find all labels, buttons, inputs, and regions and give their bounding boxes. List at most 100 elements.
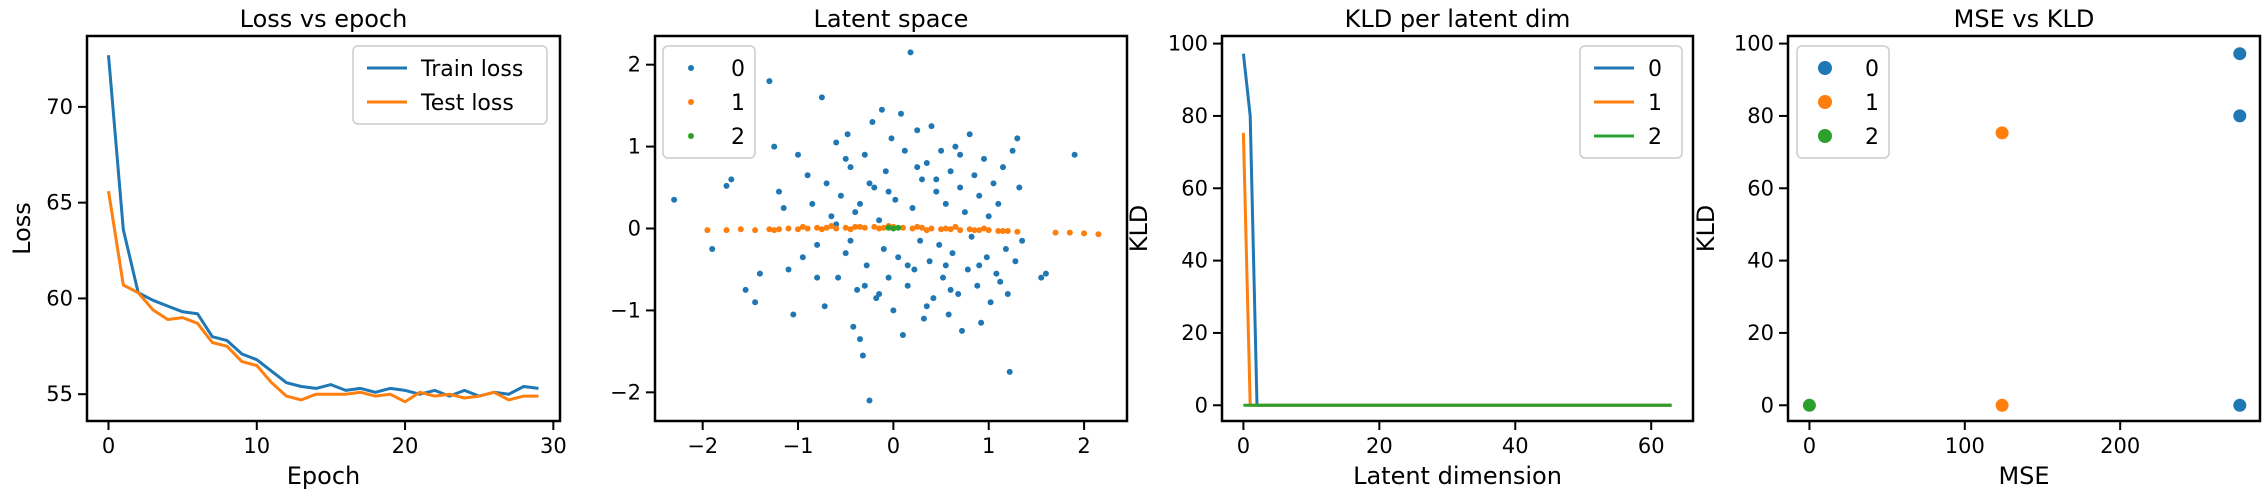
y-tick-label: −1 (610, 298, 641, 322)
x-tick-label: 1 (982, 434, 995, 458)
x-tick-label: −1 (783, 434, 814, 458)
data-point (898, 110, 904, 117)
data-point (861, 224, 868, 231)
series-line-1 (1241, 132, 1672, 407)
x-tick-label: 0 (1803, 434, 1816, 458)
y-tick-label: 40 (1747, 249, 1774, 273)
mse-vs-kld-chart: MSE vs KLD 0 100 200 0 20 40 60 80 100 MSE KLD 0 1 2 (1692, 5, 2262, 490)
data-point (995, 228, 1002, 234)
data-point (920, 315, 927, 322)
y-axis-label: KLD (1125, 205, 1153, 253)
data-point (804, 172, 811, 179)
data-point (933, 188, 940, 195)
data-point (880, 246, 887, 252)
y-tick-label: 100 (1168, 32, 1208, 56)
data-point (945, 311, 952, 318)
data-point (914, 127, 921, 134)
data-point (1095, 231, 1102, 238)
data-point (854, 286, 861, 293)
legend-box (352, 45, 548, 125)
data-point (842, 250, 849, 257)
legend: 0 1 2 (662, 45, 756, 159)
legend-box (1796, 45, 1890, 159)
data-point (909, 225, 916, 232)
data-point (857, 336, 863, 343)
data-point (795, 226, 801, 233)
data-point (828, 223, 835, 229)
y-tick-label: 20 (1747, 321, 1774, 345)
data-point (1995, 398, 2009, 412)
x-tick-label: 20 (1366, 434, 1393, 458)
data-point (923, 160, 930, 166)
legend-entry-label: 2 (731, 125, 745, 150)
data-point (952, 223, 959, 230)
data-point (959, 327, 965, 334)
data-point (723, 227, 730, 234)
data-point (795, 151, 801, 158)
data-point (957, 184, 964, 191)
data-point (995, 200, 1002, 207)
x-tick-label: 60 (1638, 434, 1665, 458)
data-point (766, 78, 773, 85)
data-point (863, 262, 870, 269)
legend-box (662, 45, 756, 159)
data-point (890, 225, 897, 232)
data-point (882, 168, 889, 175)
data-point (842, 224, 849, 231)
axes-frame (1786, 34, 2262, 423)
data-point (966, 131, 973, 138)
data-point (776, 226, 782, 233)
data-point (947, 226, 954, 233)
data-point (957, 227, 964, 234)
data-point (928, 123, 935, 130)
data-point (709, 246, 716, 252)
y-tick-label: 70 (46, 95, 73, 119)
data-point (914, 164, 921, 171)
data-point (1038, 274, 1045, 281)
legend-entry-label: 1 (1648, 91, 1662, 116)
data-point (919, 176, 925, 183)
x-axis-label: Latent dimension (1353, 462, 1562, 490)
data-point (869, 119, 876, 125)
y-tick-label: 0 (1195, 393, 1208, 417)
data-point (1802, 398, 1816, 412)
data-point (1002, 246, 1009, 252)
data-point (1004, 228, 1011, 234)
data-point (880, 224, 887, 231)
data-point (971, 172, 978, 179)
data-point (785, 266, 792, 273)
legend-entry-label: 1 (1865, 91, 1879, 116)
data-point (942, 225, 949, 232)
data-point (974, 282, 981, 289)
legend-entry-label: 2 (1648, 125, 1662, 150)
x-tick-label: 0 (102, 434, 115, 458)
legend: 0 1 2 (1796, 45, 1890, 159)
data-point (949, 250, 956, 257)
data-point (1081, 230, 1088, 237)
data-point (859, 352, 866, 359)
data-point (990, 180, 997, 187)
data-point (885, 188, 892, 195)
data-point (671, 196, 678, 203)
data-point (771, 143, 778, 150)
data-point (1000, 164, 1006, 171)
data-point (766, 226, 773, 233)
data-point (752, 299, 759, 306)
data-point (833, 221, 840, 228)
data-point (899, 224, 906, 231)
y-tick-label: 100 (1734, 32, 1774, 56)
data-point (885, 224, 892, 231)
chart-title: KLD per latent dim (1345, 5, 1571, 33)
data-point (850, 323, 857, 330)
data-point (888, 135, 895, 142)
data-point (952, 143, 959, 150)
data-point (871, 184, 878, 191)
data-point (976, 262, 983, 269)
data-point (899, 332, 906, 338)
data-point (895, 254, 902, 261)
chart-title: Latent space (814, 5, 969, 33)
x-tick-label: 20 (392, 434, 419, 458)
y-tick-label: 0 (1761, 393, 1774, 417)
data-point (942, 262, 949, 269)
